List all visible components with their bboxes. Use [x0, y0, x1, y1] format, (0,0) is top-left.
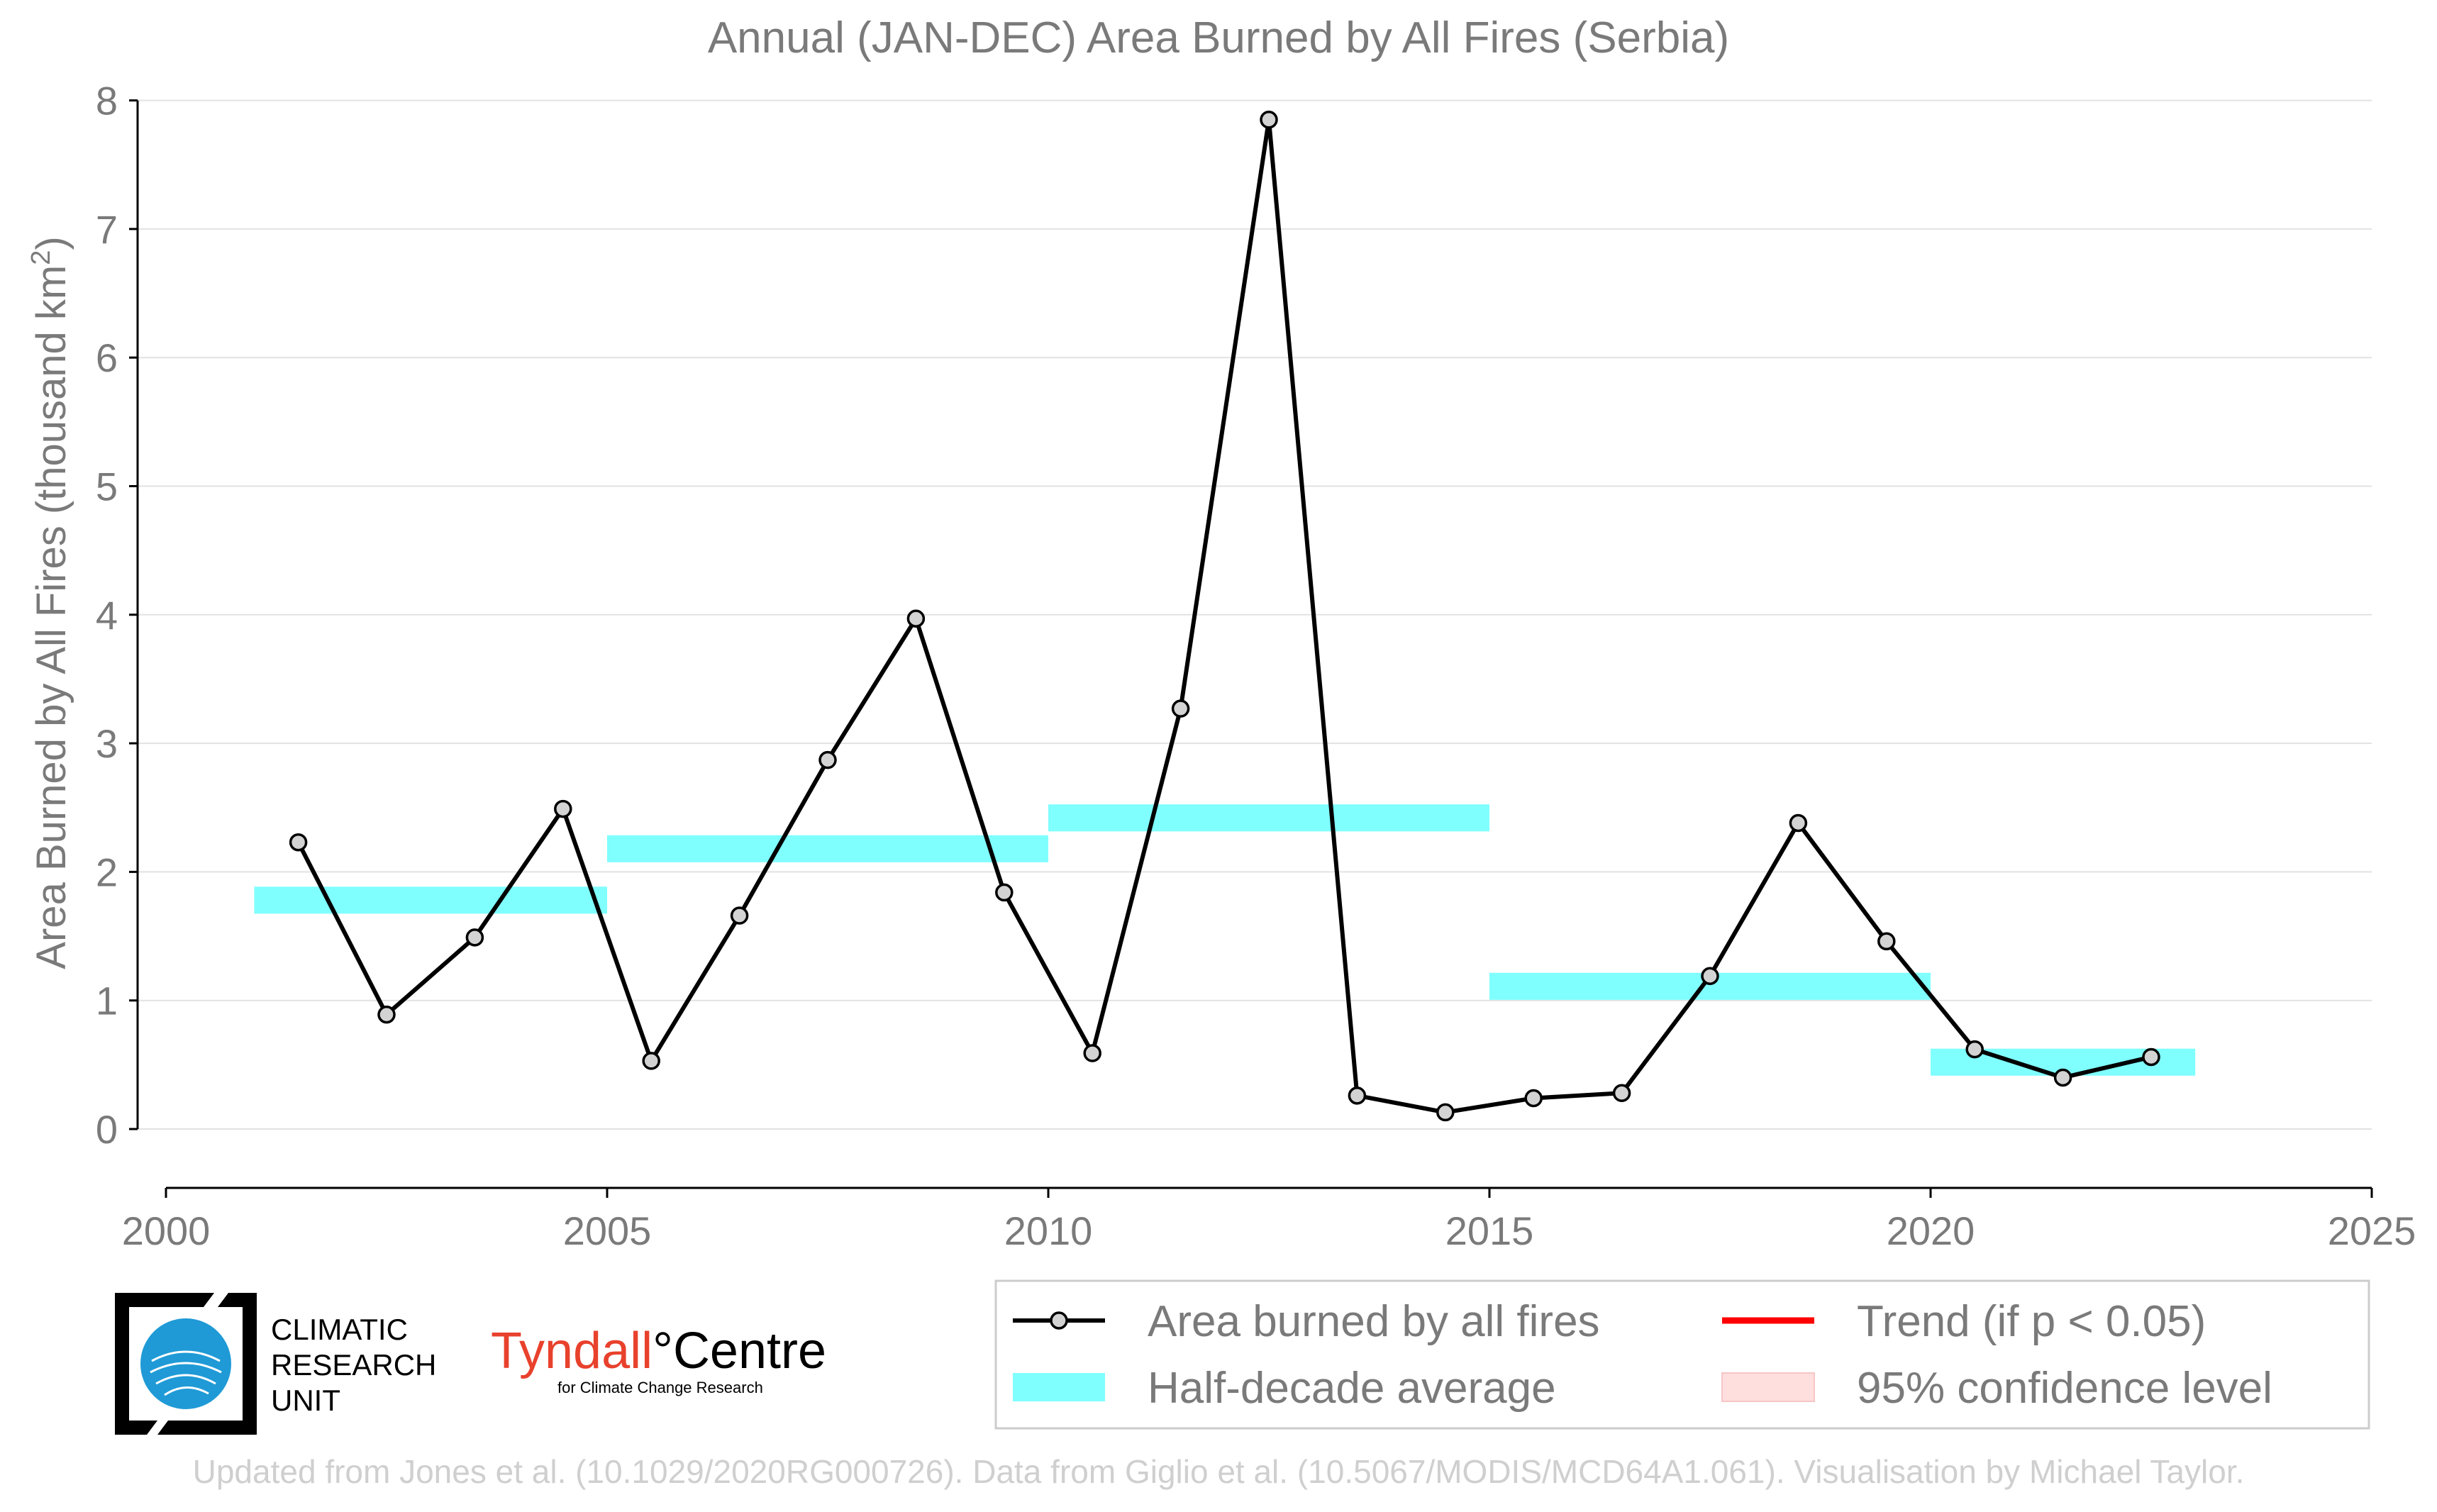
legend-swatch-band: [1721, 1372, 1815, 1402]
axes: [129, 99, 2373, 1198]
data-point: [1701, 967, 1719, 986]
data-point: [2142, 1047, 2160, 1067]
half-decade-band: [1048, 804, 1489, 832]
series-layer: [289, 111, 2160, 1122]
data-point: [1789, 813, 1808, 833]
data-point: [1083, 1044, 1101, 1062]
half-decade-band: [254, 886, 607, 914]
legend-swatch-band: [1013, 1373, 1105, 1401]
data-point: [289, 833, 308, 852]
cru-logo-text: CLIMATIC RESEARCH UNIT: [271, 1312, 436, 1418]
y-tick-label: 1: [96, 979, 118, 1023]
y-tick-label: 8: [96, 79, 118, 123]
half-decade-bands: [254, 804, 2196, 1076]
data-point: [642, 1052, 660, 1070]
data-point: [730, 906, 749, 925]
data-point: [465, 928, 484, 947]
x-tick-label: 2015: [1445, 1208, 1534, 1253]
x-tick-label: 2000: [122, 1208, 211, 1253]
data-point: [2053, 1068, 2072, 1087]
data-point: [1260, 111, 1278, 129]
data-point: [1171, 699, 1190, 718]
data-point: [906, 609, 926, 628]
y-label-tail: ): [28, 236, 74, 250]
y-tick-label: 6: [96, 335, 118, 380]
data-point: [1524, 1089, 1543, 1108]
data-point: [1612, 1084, 1631, 1102]
y-axis-label: Area Burned by All Fires (thousand km2): [26, 236, 74, 969]
x-tick-label: 2025: [2328, 1208, 2416, 1253]
legend: Area burned by all fires Trend (if p < 0.…: [994, 1279, 2370, 1430]
x-tick-labels: 2000 2005 2010 2015 2020 2025: [122, 1208, 2416, 1253]
legend-label: 95% confidence level: [1857, 1364, 2272, 1413]
data-point: [1877, 932, 1896, 951]
tyndall-name: Tyndall: [491, 1323, 653, 1379]
cru-logo: [115, 1293, 257, 1435]
y-tick-label: 3: [96, 721, 118, 766]
gridlines: [138, 99, 2372, 1130]
data-point: [818, 750, 837, 769]
y-tick-labels: 0 1 2 3 4 5 6 7 8: [96, 79, 118, 1152]
data-point: [1965, 1040, 1984, 1059]
footer-credit: Updated from Jones et al. (10.1029/2020R…: [192, 1453, 2245, 1490]
x-tick-label: 2020: [1887, 1208, 1975, 1253]
cru-logo-icon: [115, 1293, 257, 1435]
tyndall-centre: Centre: [672, 1323, 827, 1379]
legend-label: Half-decade average: [1148, 1364, 1556, 1413]
data-point: [995, 883, 1014, 902]
data-point: [554, 799, 572, 818]
x-tick-label: 2010: [1004, 1208, 1093, 1253]
y-label-superscript: 2: [26, 250, 56, 265]
data-point: [1348, 1086, 1367, 1105]
data-point: [377, 1005, 396, 1024]
y-tick-label: 4: [96, 593, 118, 638]
y-tick-label: 5: [96, 465, 118, 509]
cru-line-2: RESEARCH: [271, 1348, 437, 1382]
series-line: [296, 117, 2152, 1115]
cru-line-1: CLIMATIC: [271, 1313, 408, 1346]
legend-swatch-marker: [1050, 1311, 1068, 1330]
cru-line-3: UNIT: [271, 1384, 340, 1417]
y-tick-label: 7: [96, 207, 118, 252]
data-point: [1436, 1103, 1455, 1122]
tyndall-logo: Tyndall°Centre: [491, 1322, 826, 1380]
legend-label: Area burned by all fires: [1148, 1297, 1600, 1346]
half-decade-band: [607, 835, 1048, 862]
y-tick-label: 0: [96, 1107, 118, 1152]
y-tick-label: 2: [96, 850, 118, 894]
chart-title: Annual (JAN-DEC) Area Burned by All Fire…: [707, 13, 1730, 62]
tyndall-degree: °: [653, 1323, 673, 1379]
legend-label: Trend (if p < 0.05): [1857, 1297, 2206, 1346]
x-tick-label: 2005: [563, 1208, 652, 1253]
tyndall-subtitle: for Climate Change Research: [557, 1379, 763, 1396]
legend-box: [994, 1279, 2370, 1430]
